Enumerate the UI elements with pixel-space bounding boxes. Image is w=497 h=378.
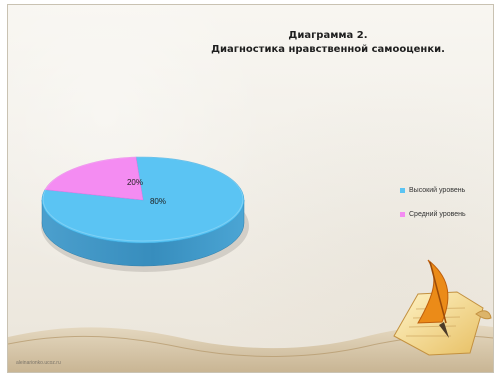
legend-swatch-medium-level (400, 211, 405, 217)
quill-pen-on-paper-icon (393, 259, 492, 356)
legend-item-high-level: Высокий уровень (400, 178, 492, 202)
presentation-slide: 80% 20% Диаграмма 2. Диагностика нравстве… (7, 4, 494, 373)
pie-top-highlight (42, 156, 244, 242)
chart-title: Диаграмма 2. Диагностика нравственной са… (203, 29, 453, 57)
chart-legend: Высокий уровень Средний уровень (400, 178, 492, 226)
data-label-high-level: 80% (150, 197, 166, 206)
pie-plot: 80% 20% (41, 156, 249, 272)
legend-label-high-level: Высокий уровень (409, 186, 466, 194)
legend-item-medium-level: Средний уровень (400, 202, 492, 226)
chart-title-line-2: Диагностика нравственной самооценки. (211, 44, 445, 55)
legend-label-medium-level: Средний уровень (409, 210, 466, 218)
chart-title-line-1: Диаграмма 2. (288, 30, 368, 41)
legend-swatch-high-level (400, 187, 405, 193)
footer-website-text: aleinarionko.ucoz.ru (16, 360, 61, 366)
pie-slice-medium-level (44, 156, 144, 201)
data-label-medium-level: 20% (127, 178, 143, 187)
pie-chart: 80% 20% (8, 156, 493, 372)
